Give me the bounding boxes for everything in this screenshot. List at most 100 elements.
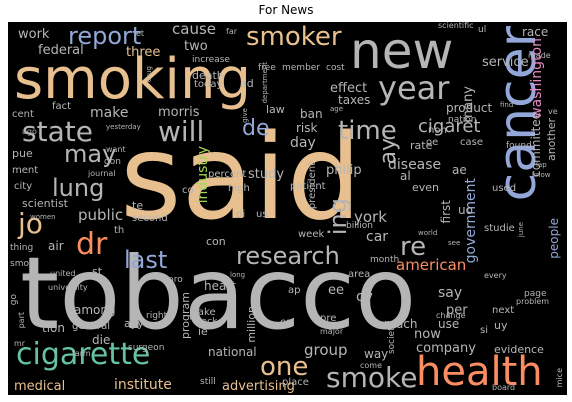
word-even: even bbox=[412, 181, 440, 194]
word-take: take bbox=[194, 307, 216, 318]
word-cause: cause bbox=[172, 22, 216, 38]
word-united: united bbox=[50, 269, 76, 278]
word-want: want bbox=[106, 145, 126, 154]
word-cent: cent bbox=[12, 109, 34, 120]
word-surgeon: surgeon bbox=[128, 343, 165, 353]
word-use: use bbox=[438, 317, 460, 331]
word-make: make bbox=[90, 105, 129, 121]
word-age: age bbox=[330, 105, 344, 113]
word-will: will bbox=[158, 115, 205, 148]
word-th: th bbox=[114, 225, 125, 236]
word-program: program bbox=[179, 292, 192, 339]
word-scientific: scientific bbox=[438, 22, 474, 30]
word-ee: ee bbox=[328, 283, 344, 298]
word-today: today bbox=[194, 79, 223, 90]
word-service: service bbox=[482, 55, 529, 70]
word-ad: ad bbox=[240, 77, 254, 90]
word-ago: ago bbox=[22, 127, 37, 136]
word-race: race bbox=[522, 25, 549, 39]
word-oe: oe bbox=[426, 137, 439, 148]
word-scientist: scientist bbox=[22, 197, 68, 210]
word-president: president bbox=[307, 162, 318, 210]
word-st: st bbox=[92, 265, 103, 278]
word-go: go bbox=[9, 294, 19, 306]
word-right: right bbox=[146, 311, 168, 321]
word-non: non bbox=[428, 125, 447, 136]
word-mice: mice bbox=[555, 368, 564, 388]
word-es: es bbox=[280, 317, 292, 328]
word-june: june bbox=[517, 222, 525, 238]
word-study: study bbox=[248, 167, 285, 182]
word-us: us bbox=[256, 209, 268, 220]
word-al: al bbox=[400, 169, 411, 183]
word-school: school bbox=[401, 288, 411, 317]
word-ment: ment bbox=[12, 165, 39, 176]
word-ap: ap bbox=[288, 285, 301, 296]
word-say: say bbox=[438, 285, 463, 301]
word-group: group bbox=[304, 341, 348, 359]
word-research: research bbox=[236, 242, 340, 270]
word-farm: farm bbox=[72, 349, 91, 358]
word-heart: heart bbox=[204, 279, 236, 293]
word-change: change bbox=[436, 311, 466, 320]
word-morris: morris bbox=[158, 105, 200, 120]
word-state: state bbox=[22, 115, 93, 148]
word-another: another bbox=[545, 118, 558, 162]
word-still: still bbox=[200, 377, 216, 387]
word-ban: ban bbox=[300, 107, 323, 121]
word-uo: uo bbox=[458, 203, 473, 217]
word-pue: pue bbox=[12, 147, 33, 160]
word-mr: mr bbox=[14, 339, 26, 348]
word-general: general bbox=[72, 321, 111, 332]
word-every: every bbox=[484, 271, 507, 280]
word-area: area bbox=[348, 269, 371, 280]
word-cost: cost bbox=[326, 63, 345, 73]
word-give: give bbox=[241, 108, 249, 123]
word-women: women bbox=[30, 213, 56, 221]
word-long: long bbox=[230, 271, 246, 279]
word-pro: pro bbox=[168, 275, 183, 285]
word-know: know bbox=[532, 171, 551, 179]
word-health: health bbox=[416, 349, 543, 395]
word-de: de bbox=[242, 116, 270, 141]
word-uy: uy bbox=[494, 319, 508, 332]
word-co: co bbox=[182, 185, 194, 196]
word-far: far bbox=[226, 27, 238, 36]
word-dr: dr bbox=[76, 227, 108, 262]
word-cloud: said tobacco smoking new cancer health c… bbox=[8, 22, 567, 395]
word-oy: oy bbox=[356, 289, 373, 305]
word-per: per bbox=[446, 303, 468, 318]
word-air: air bbox=[48, 239, 64, 253]
word-american: american bbox=[396, 256, 467, 274]
word-day: day bbox=[290, 135, 316, 151]
word-city: city bbox=[14, 181, 33, 192]
word-place: place bbox=[282, 377, 309, 388]
word-patient: patient bbox=[290, 181, 326, 192]
word-nation: nation bbox=[448, 115, 477, 125]
word-national: national bbox=[208, 345, 257, 359]
word-two: two bbox=[184, 39, 208, 54]
word-report: report bbox=[68, 22, 142, 50]
word-government: government bbox=[463, 178, 479, 264]
word-cigaret: cigaret bbox=[418, 116, 481, 137]
word-si: si bbox=[480, 325, 488, 336]
word-con: con bbox=[206, 235, 226, 248]
word-jo: jo bbox=[18, 207, 43, 240]
chart-title: For News bbox=[258, 3, 314, 17]
word-problem: problem bbox=[516, 297, 550, 306]
word-come: come bbox=[360, 361, 383, 370]
word-society: society bbox=[387, 322, 397, 355]
word-re: re bbox=[400, 232, 427, 262]
word-et: et bbox=[136, 29, 145, 38]
word-board: board bbox=[492, 383, 516, 392]
word-law: law bbox=[266, 103, 285, 116]
word-disease: disease bbox=[388, 157, 442, 173]
word-first: first bbox=[439, 200, 453, 224]
word-pre: pre bbox=[320, 313, 337, 324]
word-part: part bbox=[17, 312, 26, 329]
word-year: year bbox=[378, 69, 450, 107]
word-page: page bbox=[524, 289, 547, 299]
word-may: may bbox=[64, 140, 117, 168]
word-smok: smok bbox=[10, 259, 35, 269]
word-yesterday: yesterday bbox=[106, 123, 141, 131]
